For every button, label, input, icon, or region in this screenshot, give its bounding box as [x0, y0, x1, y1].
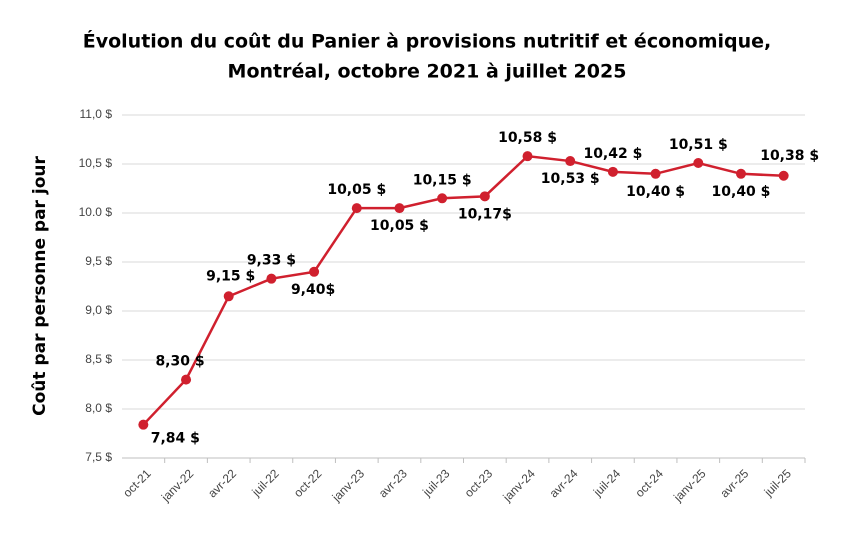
- chart-title: Évolution du coût du Panier à provisions…: [83, 30, 772, 53]
- marker: [522, 151, 533, 162]
- marker: [351, 203, 362, 214]
- marker: [778, 170, 789, 181]
- value-label: 10,53 $: [541, 171, 600, 187]
- y-tick-label: 9,0 $: [85, 303, 112, 317]
- marker: [266, 273, 277, 284]
- line: [142, 154, 784, 426]
- value-label: 10,40 $: [712, 184, 771, 200]
- x-tick-label: janv-22: [158, 466, 197, 505]
- value-label: 10,58 $: [498, 130, 557, 146]
- marker: [565, 156, 576, 167]
- marker: [181, 374, 192, 385]
- x-tick-label: oct-22: [291, 466, 325, 500]
- value-label: 9,33 $: [247, 253, 296, 269]
- x-tick-label: avr-25: [717, 466, 751, 500]
- value-label: 8,30 $: [155, 354, 204, 370]
- value-label: 10,42 $: [583, 146, 642, 162]
- y-tick-label: 11,0 $: [80, 107, 113, 121]
- marker: [309, 266, 320, 277]
- marker: [394, 203, 405, 214]
- chart-title: Montréal, octobre 2021 à juillet 2025: [228, 61, 627, 83]
- y-tick-label: 8,0 $: [85, 401, 112, 415]
- value-label: 10,40 $: [626, 184, 685, 200]
- y-tick-label: 9,5 $: [85, 254, 112, 268]
- marker: [735, 168, 746, 179]
- marker: [650, 168, 661, 179]
- value-label: 10,05 $: [327, 182, 386, 198]
- value-label: 10,15 $: [413, 172, 472, 188]
- x-tick-label: janv-25: [670, 466, 709, 505]
- x-tick-label: avr-22: [205, 466, 239, 500]
- x-tick-label: juil-23: [419, 466, 452, 499]
- marker: [437, 193, 448, 204]
- x-tick-label: oct-23: [462, 466, 496, 500]
- marker: [607, 166, 618, 177]
- value-label: 10,17$: [458, 206, 512, 222]
- x-tick-label: janv-23: [329, 466, 368, 505]
- x-tick-label: avr-23: [376, 466, 410, 500]
- x-tick-label: juil-22: [249, 466, 282, 499]
- value-label: 10,05 $: [370, 218, 429, 234]
- marker: [138, 419, 149, 430]
- value-label: 10,38 $: [760, 148, 819, 164]
- x-tick-label: juil-24: [590, 466, 623, 499]
- marker: [479, 191, 490, 202]
- y-tick-label: 8,5 $: [85, 352, 112, 366]
- value-label: 7,84 $: [151, 431, 200, 447]
- y-tick-label: 10.0 $: [79, 205, 113, 219]
- x-tick-label: janv-24: [499, 466, 538, 505]
- y-axis-title: Coût par personne par jour: [30, 156, 50, 416]
- value-label: 9,40$: [291, 282, 335, 298]
- y-tick-label: 10,5 $: [79, 156, 113, 170]
- x-tick-label: juil-25: [761, 466, 794, 499]
- y-tick-label: 7,5 $: [85, 450, 112, 464]
- value-label: 10,51 $: [669, 137, 728, 153]
- x-tick-label: oct-24: [632, 466, 666, 500]
- x-tick-label: oct-21: [120, 466, 154, 500]
- marker: [693, 158, 704, 169]
- marker: [223, 291, 234, 302]
- x-tick-label: avr-24: [547, 466, 581, 500]
- value-label: 9,15 $: [206, 268, 255, 284]
